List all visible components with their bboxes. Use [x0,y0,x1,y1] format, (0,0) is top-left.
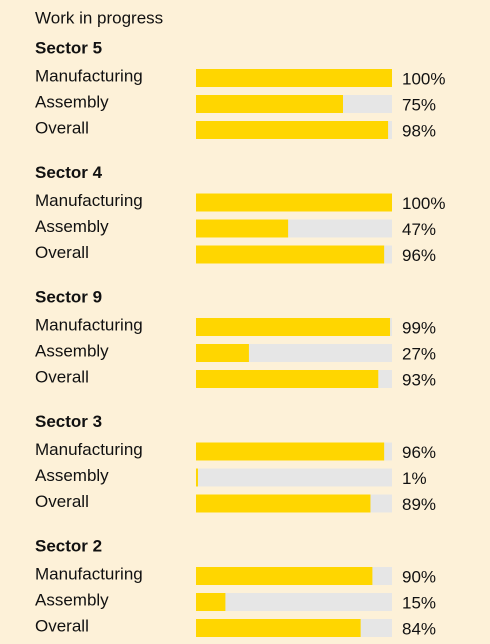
row-label: Assembly [35,341,109,360]
bar [196,344,249,362]
row-label: Overall [35,118,89,137]
row-label: Manufacturing [35,315,143,334]
bar-track [196,468,392,487]
value-label: 100% [402,69,445,88]
sector-title: Sector 3 [35,412,102,431]
bar [196,593,226,611]
value-label: 93% [402,370,436,389]
sector-title: Sector 9 [35,287,102,306]
bar [196,318,391,336]
row-label: Overall [35,492,89,511]
bar [196,442,385,461]
bar [196,494,371,513]
row-label: Assembly [35,590,109,609]
sector-title: Sector 5 [35,38,102,57]
row-label: Overall [35,616,89,635]
row-label: Assembly [35,92,109,111]
row-label: Overall [35,367,89,386]
row-label: Overall [35,243,89,262]
bar [196,468,198,487]
sector-title: Sector 4 [35,163,103,182]
row-label: Assembly [35,217,109,236]
value-label: 96% [402,246,436,265]
row-label: Manufacturing [35,191,143,210]
value-label: 15% [402,593,436,612]
value-label: 84% [402,619,436,638]
widget-title: Work in progress [35,8,163,27]
value-label: 90% [402,567,436,586]
value-label: 100% [402,194,445,213]
bar [196,95,343,113]
bar [196,619,361,637]
row-label: Manufacturing [35,440,143,459]
bar [196,219,289,238]
bar [196,193,392,212]
value-label: 98% [402,121,436,140]
bar [196,121,389,139]
bar [196,245,385,264]
value-label: 27% [402,344,436,363]
bar [196,567,373,585]
value-label: 75% [402,95,436,114]
row-label: Assembly [35,466,109,485]
row-label: Manufacturing [35,564,143,583]
value-label: 47% [402,220,436,239]
bar [196,69,392,87]
value-label: 1% [402,469,427,488]
row-label: Manufacturing [35,66,143,85]
value-label: 96% [402,443,436,462]
bar [196,370,379,388]
sector-title: Sector 2 [35,536,102,555]
value-label: 99% [402,318,436,337]
value-label: 89% [402,495,436,514]
bar-track [196,593,392,611]
